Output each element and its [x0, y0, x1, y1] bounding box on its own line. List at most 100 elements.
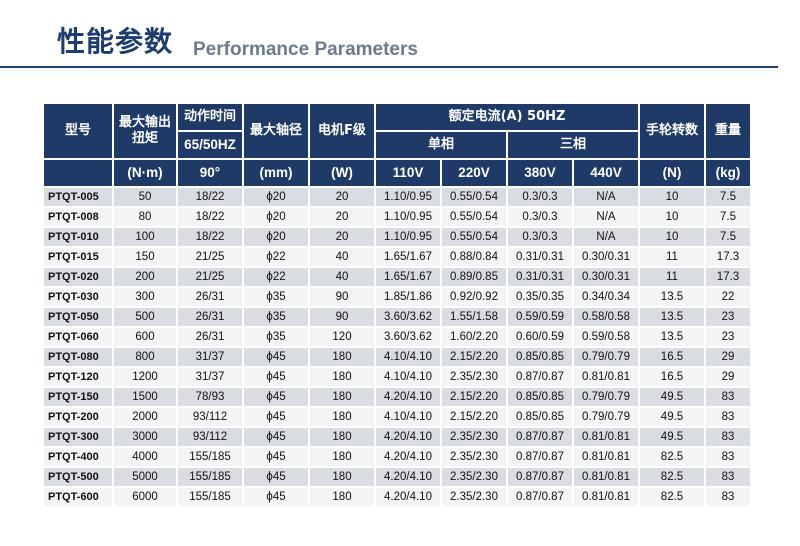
cell-220v: 1.55/1.58	[442, 308, 506, 326]
cell-action-time: 155/185	[178, 468, 242, 486]
cell-220v: 0.89/0.85	[442, 268, 506, 286]
cell-220v: 2.35/2.30	[442, 488, 506, 506]
page-title: 性能参数	[57, 25, 174, 58]
cell-weight: 17.3	[706, 268, 750, 286]
cell-weight: 83	[706, 428, 750, 446]
cell-380v: 0.87/0.87	[508, 488, 572, 506]
cell-380v: 0.59/0.59	[508, 308, 572, 326]
cell-torque: 500	[114, 308, 176, 326]
cell-action-time: 18/22	[178, 208, 242, 226]
cell-110v: 1.65/1.67	[376, 248, 440, 266]
header-single-phase: 单相	[376, 132, 506, 158]
cell-110v: 1.85/1.86	[376, 288, 440, 306]
cell-action-time: 26/31	[178, 328, 242, 346]
cell-shaft: ϕ35	[244, 328, 308, 346]
cell-handwheel: 13.5	[640, 308, 704, 326]
cell-440v: 0.30/0.31	[574, 268, 638, 286]
cell-torque: 100	[114, 228, 176, 246]
header-action-time: 动作时间	[178, 104, 242, 130]
table-row: PTQT-300 3000 93/112 ϕ45 180 4.20/4.10 2.35/2.…	[44, 428, 750, 446]
cell-380v: 0.31/0.31	[508, 268, 572, 286]
cell-weight: 23	[706, 308, 750, 326]
cell-motor: 40	[310, 268, 374, 286]
cell-action-time: 31/37	[178, 348, 242, 366]
cell-shaft: ϕ35	[244, 288, 308, 306]
cell-model: PTQT-060	[44, 328, 112, 346]
cell-shaft: ϕ20	[244, 228, 308, 246]
cell-model: PTQT-020	[44, 268, 112, 286]
cell-220v: 0.55/0.54	[442, 188, 506, 206]
cell-torque: 1500	[114, 388, 176, 406]
cell-action-time: 21/25	[178, 268, 242, 286]
header-motor: 电机F级	[310, 104, 374, 158]
cell-220v: 0.55/0.54	[442, 208, 506, 226]
cell-weight: 23	[706, 328, 750, 346]
cell-motor: 20	[310, 208, 374, 226]
table-row: PTQT-120 1200 31/37 ϕ45 180 4.10/4.10 2.35/2.3…	[44, 368, 750, 386]
table-row: PTQT-008 80 18/22 ϕ20 20 1.10/0.95 0.55/0.54 0.…	[44, 208, 750, 226]
cell-handwheel: 13.5	[640, 328, 704, 346]
cell-torque: 5000	[114, 468, 176, 486]
cell-380v: 0.87/0.87	[508, 368, 572, 386]
cell-weight: 7.5	[706, 188, 750, 206]
cell-440v: 0.30/0.31	[574, 248, 638, 266]
cell-220v: 2.35/2.30	[442, 368, 506, 386]
table-row: PTQT-015 150 21/25 ϕ22 40 1.65/1.67 0.88/0.84 0…	[44, 248, 750, 266]
cell-440v: 0.79/0.79	[574, 348, 638, 366]
cell-handwheel: 82.5	[640, 468, 704, 486]
cell-torque: 150	[114, 248, 176, 266]
cell-weight: 83	[706, 468, 750, 486]
cell-model: PTQT-010	[44, 228, 112, 246]
cell-380v: 0.60/0.59	[508, 328, 572, 346]
cell-handwheel: 16.5	[640, 368, 704, 386]
cell-220v: 1.60/2.20	[442, 328, 506, 346]
cell-action-time: 93/112	[178, 428, 242, 446]
cell-shaft: ϕ45	[244, 428, 308, 446]
cell-model: PTQT-300	[44, 428, 112, 446]
cell-motor: 20	[310, 228, 374, 246]
cell-motor: 180	[310, 448, 374, 466]
cell-motor: 180	[310, 388, 374, 406]
unit-handwheel: (N)	[640, 160, 704, 186]
cell-shaft: ϕ45	[244, 348, 308, 366]
cell-handwheel: 10	[640, 188, 704, 206]
cell-motor: 180	[310, 468, 374, 486]
cell-weight: 7.5	[706, 208, 750, 226]
performance-table: 型号 最大输出扭矩 动作时间 最大轴径 电机F级 额定电流(A) 50HZ 手轮…	[42, 102, 752, 508]
cell-110v: 1.10/0.95	[376, 188, 440, 206]
cell-torque: 50	[114, 188, 176, 206]
cell-torque: 4000	[114, 448, 176, 466]
cell-model: PTQT-400	[44, 448, 112, 466]
cell-model: PTQT-015	[44, 248, 112, 266]
unit-shaft: (mm)	[244, 160, 308, 186]
cell-action-time: 31/37	[178, 368, 242, 386]
cell-handwheel: 11	[640, 268, 704, 286]
cell-110v: 4.10/4.10	[376, 368, 440, 386]
header-model-unit	[44, 160, 112, 186]
cell-380v: 0.85/0.85	[508, 348, 572, 366]
cell-motor: 120	[310, 328, 374, 346]
cell-220v: 0.88/0.84	[442, 248, 506, 266]
cell-handwheel: 82.5	[640, 488, 704, 506]
cell-motor: 180	[310, 488, 374, 506]
cell-440v: 0.79/0.79	[574, 388, 638, 406]
table-row: PTQT-600 6000 155/185 ϕ45 180 4.20/4.10 2.35/2…	[44, 488, 750, 506]
title-divider	[0, 66, 778, 68]
cell-shaft: ϕ20	[244, 208, 308, 226]
header-shaft: 最大轴径	[244, 104, 308, 158]
cell-380v: 0.85/0.85	[508, 408, 572, 426]
cell-handwheel: 10	[640, 228, 704, 246]
cell-380v: 0.3/0.3	[508, 188, 572, 206]
cell-handwheel: 49.5	[640, 428, 704, 446]
cell-weight: 83	[706, 488, 750, 506]
cell-shaft: ϕ45	[244, 448, 308, 466]
cell-440v: 0.59/0.58	[574, 328, 638, 346]
cell-440v: N/A	[574, 228, 638, 246]
cell-torque: 80	[114, 208, 176, 226]
cell-440v: N/A	[574, 208, 638, 226]
cell-weight: 22	[706, 288, 750, 306]
cell-torque: 3000	[114, 428, 176, 446]
cell-torque: 6000	[114, 488, 176, 506]
cell-model: PTQT-600	[44, 488, 112, 506]
cell-shaft: ϕ45	[244, 388, 308, 406]
